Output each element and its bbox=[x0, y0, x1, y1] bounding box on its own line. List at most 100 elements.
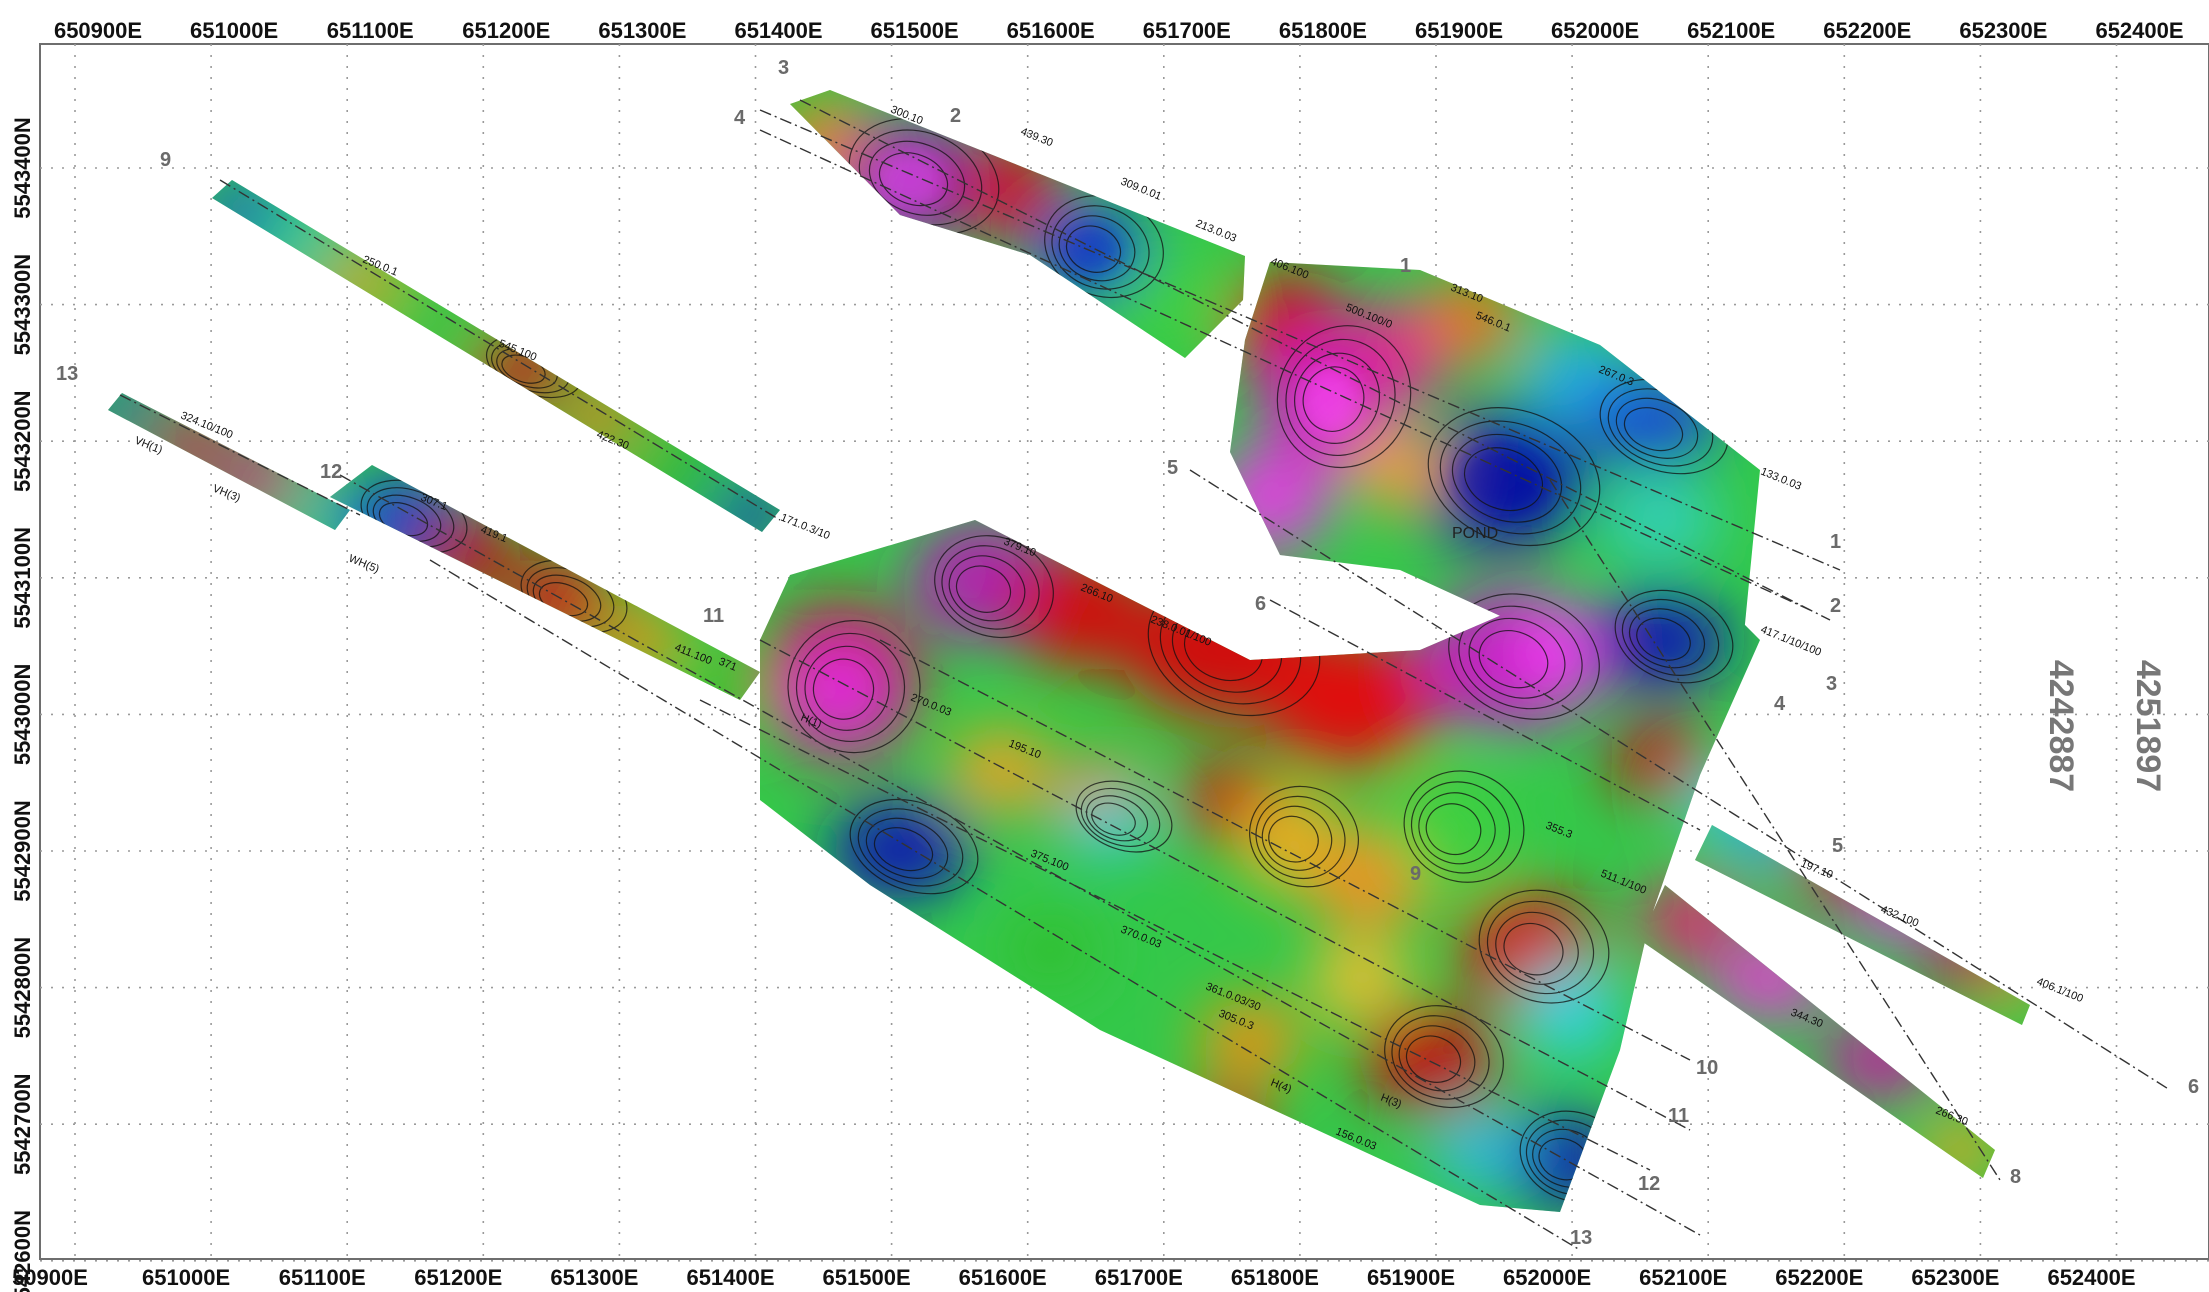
line-number-4-start: 4 bbox=[734, 107, 746, 129]
easting-top-651700e: 651700E bbox=[1143, 18, 1231, 43]
line-number-11-start: 11 bbox=[703, 605, 724, 627]
contour bbox=[1468, 617, 1566, 699]
northing-5543200n: 5543200N bbox=[10, 390, 35, 492]
line-number-13-end: 13 bbox=[1570, 1227, 1592, 1249]
contour bbox=[1478, 630, 1549, 689]
easting-bottom-651300e: 651300E bbox=[550, 1265, 638, 1290]
line-number-10-start: 10 bbox=[1696, 1057, 1718, 1079]
northing-5542900n: 5542900N bbox=[10, 800, 35, 902]
contour bbox=[1065, 225, 1122, 273]
side-id-right: 4251897 bbox=[2129, 660, 2167, 792]
line-number-12-start: 12 bbox=[320, 461, 342, 483]
contour bbox=[1425, 803, 1482, 856]
easting-top-651200e: 651200E bbox=[462, 18, 550, 43]
easting-top-652200e: 652200E bbox=[1823, 18, 1911, 43]
contour bbox=[1085, 795, 1149, 842]
line-number-9-end: 9 bbox=[1410, 863, 1421, 885]
northing-5543300n: 5543300N bbox=[10, 254, 35, 356]
contour bbox=[1427, 407, 1601, 547]
line-number-6-end: 6 bbox=[2188, 1076, 2199, 1098]
line-number-5-start: 5 bbox=[1167, 457, 1178, 479]
survey-line bbox=[759, 109, 1841, 571]
contour bbox=[868, 140, 966, 216]
contour bbox=[849, 798, 979, 895]
easting-top-651300e: 651300E bbox=[598, 18, 686, 43]
line-number-1-start: 1 bbox=[1400, 255, 1411, 277]
contour bbox=[1293, 352, 1381, 444]
easting-bottom-651100e: 651100E bbox=[279, 1265, 366, 1290]
contour bbox=[1091, 802, 1136, 836]
contour bbox=[1623, 407, 1684, 452]
contour bbox=[795, 632, 906, 743]
easting-top-651100e: 651100E bbox=[327, 18, 414, 43]
easting-bottom-651600e: 651600E bbox=[959, 1265, 1047, 1290]
side-id-left: 4242887 bbox=[2042, 660, 2080, 792]
northing-5542800n: 5542800N bbox=[10, 937, 35, 1039]
contour bbox=[1080, 787, 1161, 847]
contour bbox=[1255, 795, 1346, 880]
survey-line bbox=[759, 129, 1811, 611]
contour bbox=[1285, 338, 1396, 457]
survey-line bbox=[219, 179, 781, 521]
survey-line bbox=[1269, 599, 1701, 831]
contour bbox=[1628, 608, 1706, 669]
easting-top-650900e: 650900E bbox=[54, 18, 142, 43]
northing-5543000n: 5543000N bbox=[10, 664, 35, 766]
contour bbox=[1302, 366, 1365, 432]
contour bbox=[1458, 605, 1583, 710]
contour bbox=[787, 619, 921, 754]
line-number-3-end: 3 bbox=[1826, 673, 1837, 695]
line-number-5-end: 5 bbox=[1832, 835, 1843, 857]
survey-line bbox=[759, 639, 1691, 1131]
contour bbox=[1249, 785, 1359, 888]
contour bbox=[865, 817, 949, 879]
line-number-3-start: 3 bbox=[778, 57, 789, 79]
survey-lines bbox=[119, 99, 2171, 1251]
contour bbox=[1261, 805, 1333, 871]
easting-top-651400e: 651400E bbox=[734, 18, 822, 43]
easting-bottom-50900e: 50900E bbox=[12, 1265, 88, 1290]
contour bbox=[1276, 325, 1412, 469]
survey-line bbox=[799, 99, 1831, 621]
contour bbox=[1439, 420, 1582, 535]
survey-line bbox=[429, 559, 1581, 1251]
contour bbox=[1418, 792, 1496, 865]
line-number-1-end: 1 bbox=[1830, 531, 1841, 553]
easting-bottom-652400e: 652400E bbox=[2047, 1265, 2135, 1290]
contour bbox=[1463, 447, 1544, 512]
map-frame-border bbox=[39, 43, 2209, 1260]
contour bbox=[1495, 911, 1579, 985]
contour bbox=[1503, 922, 1564, 976]
line-number-8-start: 8 bbox=[2010, 1166, 2021, 1188]
survey-line bbox=[1549, 479, 2001, 1181]
easting-bottom-652300e: 652300E bbox=[1911, 1265, 1999, 1290]
contour bbox=[1075, 780, 1173, 853]
northing-labels-left: 5543400N 5543300N 5543200N 5543100N 5543000N… bbox=[10, 117, 35, 1292]
contour bbox=[857, 808, 964, 887]
easting-top-651000e: 651000E bbox=[190, 18, 278, 43]
easting-labels-top: 650900E 651000E 651100E 651200E 651300E 65140… bbox=[54, 18, 2184, 43]
survey-line bbox=[879, 639, 1691, 1061]
contour bbox=[804, 645, 890, 731]
contour bbox=[1398, 1025, 1476, 1092]
contour bbox=[1410, 781, 1511, 874]
contour bbox=[948, 555, 1026, 622]
easting-labels-bottom: 50900E 651000E 651100E 651200E 651300E 651400… bbox=[12, 1265, 2135, 1290]
line-number-6-start: 6 bbox=[1255, 593, 1266, 615]
northing-5543100n: 5543100N bbox=[10, 527, 35, 629]
easting-bottom-651200e: 651200E bbox=[414, 1265, 502, 1290]
easting-top-651900e: 651900E bbox=[1415, 18, 1503, 43]
line-number-12-end: 12 bbox=[1638, 1173, 1660, 1195]
easting-top-652400e: 652400E bbox=[2095, 18, 2183, 43]
easting-top-652300e: 652300E bbox=[1959, 18, 2047, 43]
survey-line bbox=[119, 394, 361, 516]
easting-top-652100e: 652100E bbox=[1687, 18, 1775, 43]
line-number-13-start: 13 bbox=[56, 363, 78, 385]
contour bbox=[1621, 599, 1720, 676]
contour bbox=[1636, 617, 1691, 661]
easting-bottom-651700e: 651700E bbox=[1095, 1265, 1183, 1290]
contour bbox=[1451, 433, 1563, 523]
easting-bottom-651500e: 651500E bbox=[823, 1265, 911, 1290]
